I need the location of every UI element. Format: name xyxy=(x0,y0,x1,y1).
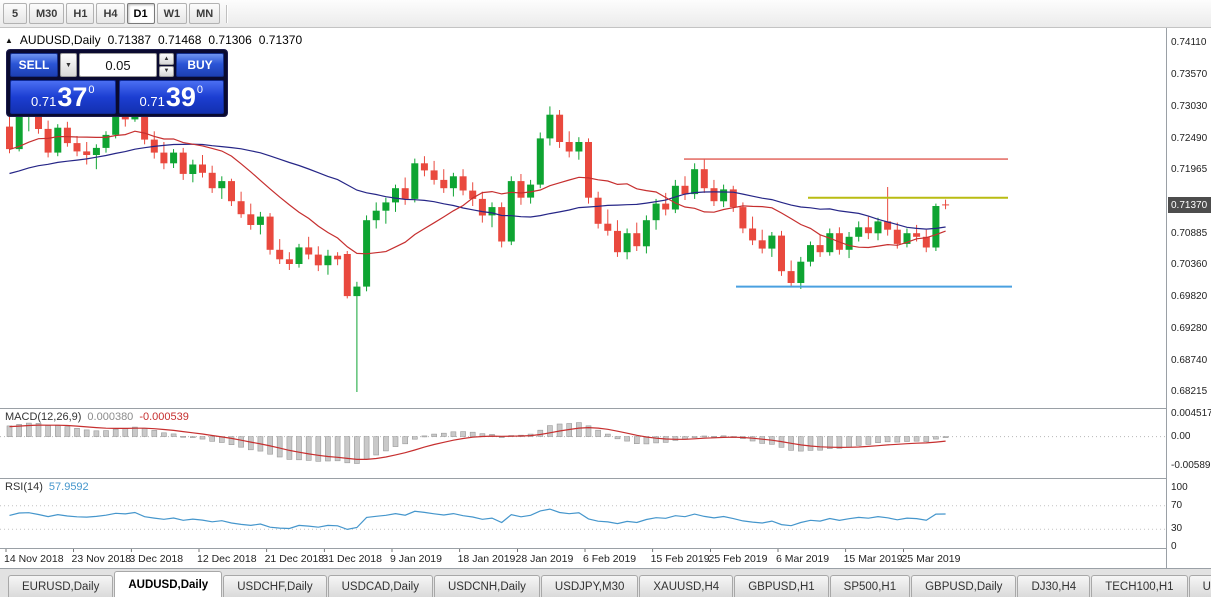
rsi-name: RSI(14) xyxy=(5,481,43,493)
ask-price-big-digits: 39 xyxy=(165,81,196,112)
chart-tab-gbpusd-h1[interactable]: GBPUSD,H1 xyxy=(734,575,829,597)
svg-text:25 Feb 2019: 25 Feb 2019 xyxy=(709,553,768,565)
buy-price-button[interactable]: 0.71 39 0 xyxy=(118,80,224,114)
timeframe-button-h4[interactable]: H4 xyxy=(96,3,125,24)
svg-text:3 Dec 2018: 3 Dec 2018 xyxy=(129,553,183,565)
rsi-axis-label: 30 xyxy=(1171,523,1183,534)
macd-axis-label: 0.004517 xyxy=(1171,408,1211,419)
timeframe-button-h1[interactable]: H1 xyxy=(66,3,95,24)
macd-axis-label: -0.005899 xyxy=(1171,460,1211,471)
price-axis-label: 0.68740 xyxy=(1171,355,1208,366)
timeframe-button-d1[interactable]: D1 xyxy=(126,3,155,24)
rsi-axis-label: 0 xyxy=(1171,541,1177,552)
svg-text:18 Jan 2019: 18 Jan 2019 xyxy=(458,553,516,565)
price-axis-label: 0.72490 xyxy=(1171,133,1208,144)
price-axis-label: 0.69280 xyxy=(1171,323,1208,334)
svg-text:6 Feb 2019: 6 Feb 2019 xyxy=(583,553,636,565)
macd-main-value: 0.000380 xyxy=(87,411,134,423)
rsi-indicator-pane[interactable] xyxy=(0,478,1166,548)
chart-tab-gbpusd-daily[interactable]: GBPUSD,Daily xyxy=(911,575,1017,597)
rsi-label: RSI(14) 57.9592 xyxy=(5,481,89,493)
volume-input[interactable] xyxy=(79,53,157,77)
ohlc-close: 0.71370 xyxy=(258,33,303,47)
pane-resize-handle[interactable] xyxy=(0,478,1211,479)
ohlc-open: 0.71387 xyxy=(107,33,151,47)
macd-signal-value: -0.000539 xyxy=(139,411,189,423)
pane-resize-handle[interactable] xyxy=(0,408,1211,409)
chart-tab-usdjpy-m30[interactable]: USDJPY,M30 xyxy=(540,575,639,597)
price-axis-label: 0.70360 xyxy=(1171,259,1208,270)
chart-symbol-period: AUDUSD,Daily xyxy=(19,33,101,47)
chart-tab-usdcnh-daily[interactable]: USDCNH,Daily xyxy=(433,575,540,597)
timeframe-button-group: 5 M30 H1 H4 D1 W1 MN xyxy=(2,3,233,24)
macd-label: MACD(12,26,9) 0.000380 -0.000539 xyxy=(5,411,189,423)
timeframe-button-mn[interactable]: MN xyxy=(189,3,221,24)
volume-dropdown-button[interactable]: ▼ xyxy=(60,53,77,77)
price-axis-label: 0.69820 xyxy=(1171,291,1208,302)
svg-text:15 Mar 2019: 15 Mar 2019 xyxy=(844,553,903,565)
chart-ohlc-header: ▲ AUDUSD,Daily 0.71387 0.71468 0.71306 0… xyxy=(5,33,302,47)
price-axis-label: 0.73570 xyxy=(1171,69,1208,80)
price-axis-label: 0.70885 xyxy=(1171,228,1208,239)
rsi-value: 57.9592 xyxy=(48,481,89,493)
chart-tab-sp500-h1[interactable]: SP500,H1 xyxy=(829,575,911,597)
macd-indicator-pane[interactable] xyxy=(0,408,1166,478)
bid-price-prefix: 0.71 xyxy=(31,94,57,109)
price-axis-label: 0.71965 xyxy=(1171,164,1208,175)
chart-tab-audusd-daily[interactable]: AUDUSD,Daily xyxy=(114,571,223,597)
sell-button[interactable]: SELL xyxy=(10,53,58,77)
buy-button[interactable]: BUY xyxy=(176,53,224,77)
chart-tab-ukc[interactable]: UKC xyxy=(1188,575,1211,597)
volume-stepper: ▲ ▼ xyxy=(159,53,174,77)
timeframe-button-w1[interactable]: W1 xyxy=(156,3,188,24)
chart-tab-usdchf-daily[interactable]: USDCHF,Daily xyxy=(223,575,327,597)
svg-text:23 Nov 2018: 23 Nov 2018 xyxy=(72,553,132,565)
chart-workspace: ▲ AUDUSD,Daily 0.71387 0.71468 0.71306 0… xyxy=(0,28,1211,568)
time-axis-divider xyxy=(0,548,1211,549)
one-click-collapse-icon[interactable]: ▲ xyxy=(5,35,13,45)
svg-text:15 Feb 2019: 15 Feb 2019 xyxy=(651,553,710,565)
rsi-axis-label: 100 xyxy=(1171,482,1188,493)
svg-text:6 Mar 2019: 6 Mar 2019 xyxy=(776,553,829,565)
svg-text:25 Mar 2019: 25 Mar 2019 xyxy=(902,553,961,565)
rsi-axis-label: 70 xyxy=(1171,500,1183,511)
price-axis-label: 0.74110 xyxy=(1171,37,1207,48)
chart-tab-tech100-h1[interactable]: TECH100,H1 xyxy=(1091,575,1188,597)
sell-price-button[interactable]: 0.71 37 0 xyxy=(10,80,116,114)
price-axis-label: 0.68215 xyxy=(1171,386,1208,397)
ohlc-high: 0.71468 xyxy=(158,33,202,47)
svg-text:31 Dec 2018: 31 Dec 2018 xyxy=(322,553,382,565)
price-axis-label: 0.73030 xyxy=(1171,101,1208,112)
bid-price-big-digits: 37 xyxy=(57,81,88,112)
ask-price-prefix: 0.71 xyxy=(139,94,165,109)
svg-text:9 Jan 2019: 9 Jan 2019 xyxy=(390,553,442,565)
chart-tab-dj30-h4[interactable]: DJ30,H4 xyxy=(1017,575,1091,597)
svg-text:12 Dec 2018: 12 Dec 2018 xyxy=(197,553,257,565)
volume-decrease-button[interactable]: ▼ xyxy=(159,65,174,77)
timeframe-button-5[interactable]: 5 xyxy=(3,3,27,24)
toolbar-separator xyxy=(226,4,229,23)
svg-text:14 Nov 2018: 14 Nov 2018 xyxy=(4,553,64,565)
macd-name: MACD(12,26,9) xyxy=(5,411,82,423)
svg-text:21 Dec 2018: 21 Dec 2018 xyxy=(265,553,325,565)
ohlc-low: 0.71306 xyxy=(208,33,252,47)
ask-price-sup-digit: 0 xyxy=(196,84,203,96)
bid-price-sup-digit: 0 xyxy=(88,84,95,96)
svg-text:28 Jan 2019: 28 Jan 2019 xyxy=(516,553,574,565)
main-price-chart[interactable] xyxy=(0,28,1166,408)
chart-tab-bar: EURUSD,Daily AUDUSD,Daily USDCHF,Daily USDC… xyxy=(0,568,1211,597)
chart-tab-eurusd-daily[interactable]: EURUSD,Daily xyxy=(8,575,114,597)
chart-tab-xauusd-h4[interactable]: XAUUSD,H4 xyxy=(639,575,734,597)
chart-tab-usdcad-daily[interactable]: USDCAD,Daily xyxy=(327,575,433,597)
macd-axis-label: 0.00 xyxy=(1171,431,1191,442)
price-axis[interactable]: 0.741100.735700.730300.724900.719650.714… xyxy=(1166,28,1211,568)
timeframe-toolbar: 5 M30 H1 H4 D1 W1 MN xyxy=(0,0,1211,28)
timeframe-button-m30[interactable]: M30 xyxy=(29,3,65,24)
volume-increase-button[interactable]: ▲ xyxy=(159,53,174,65)
current-price-tag: 0.71370 xyxy=(1168,197,1211,213)
